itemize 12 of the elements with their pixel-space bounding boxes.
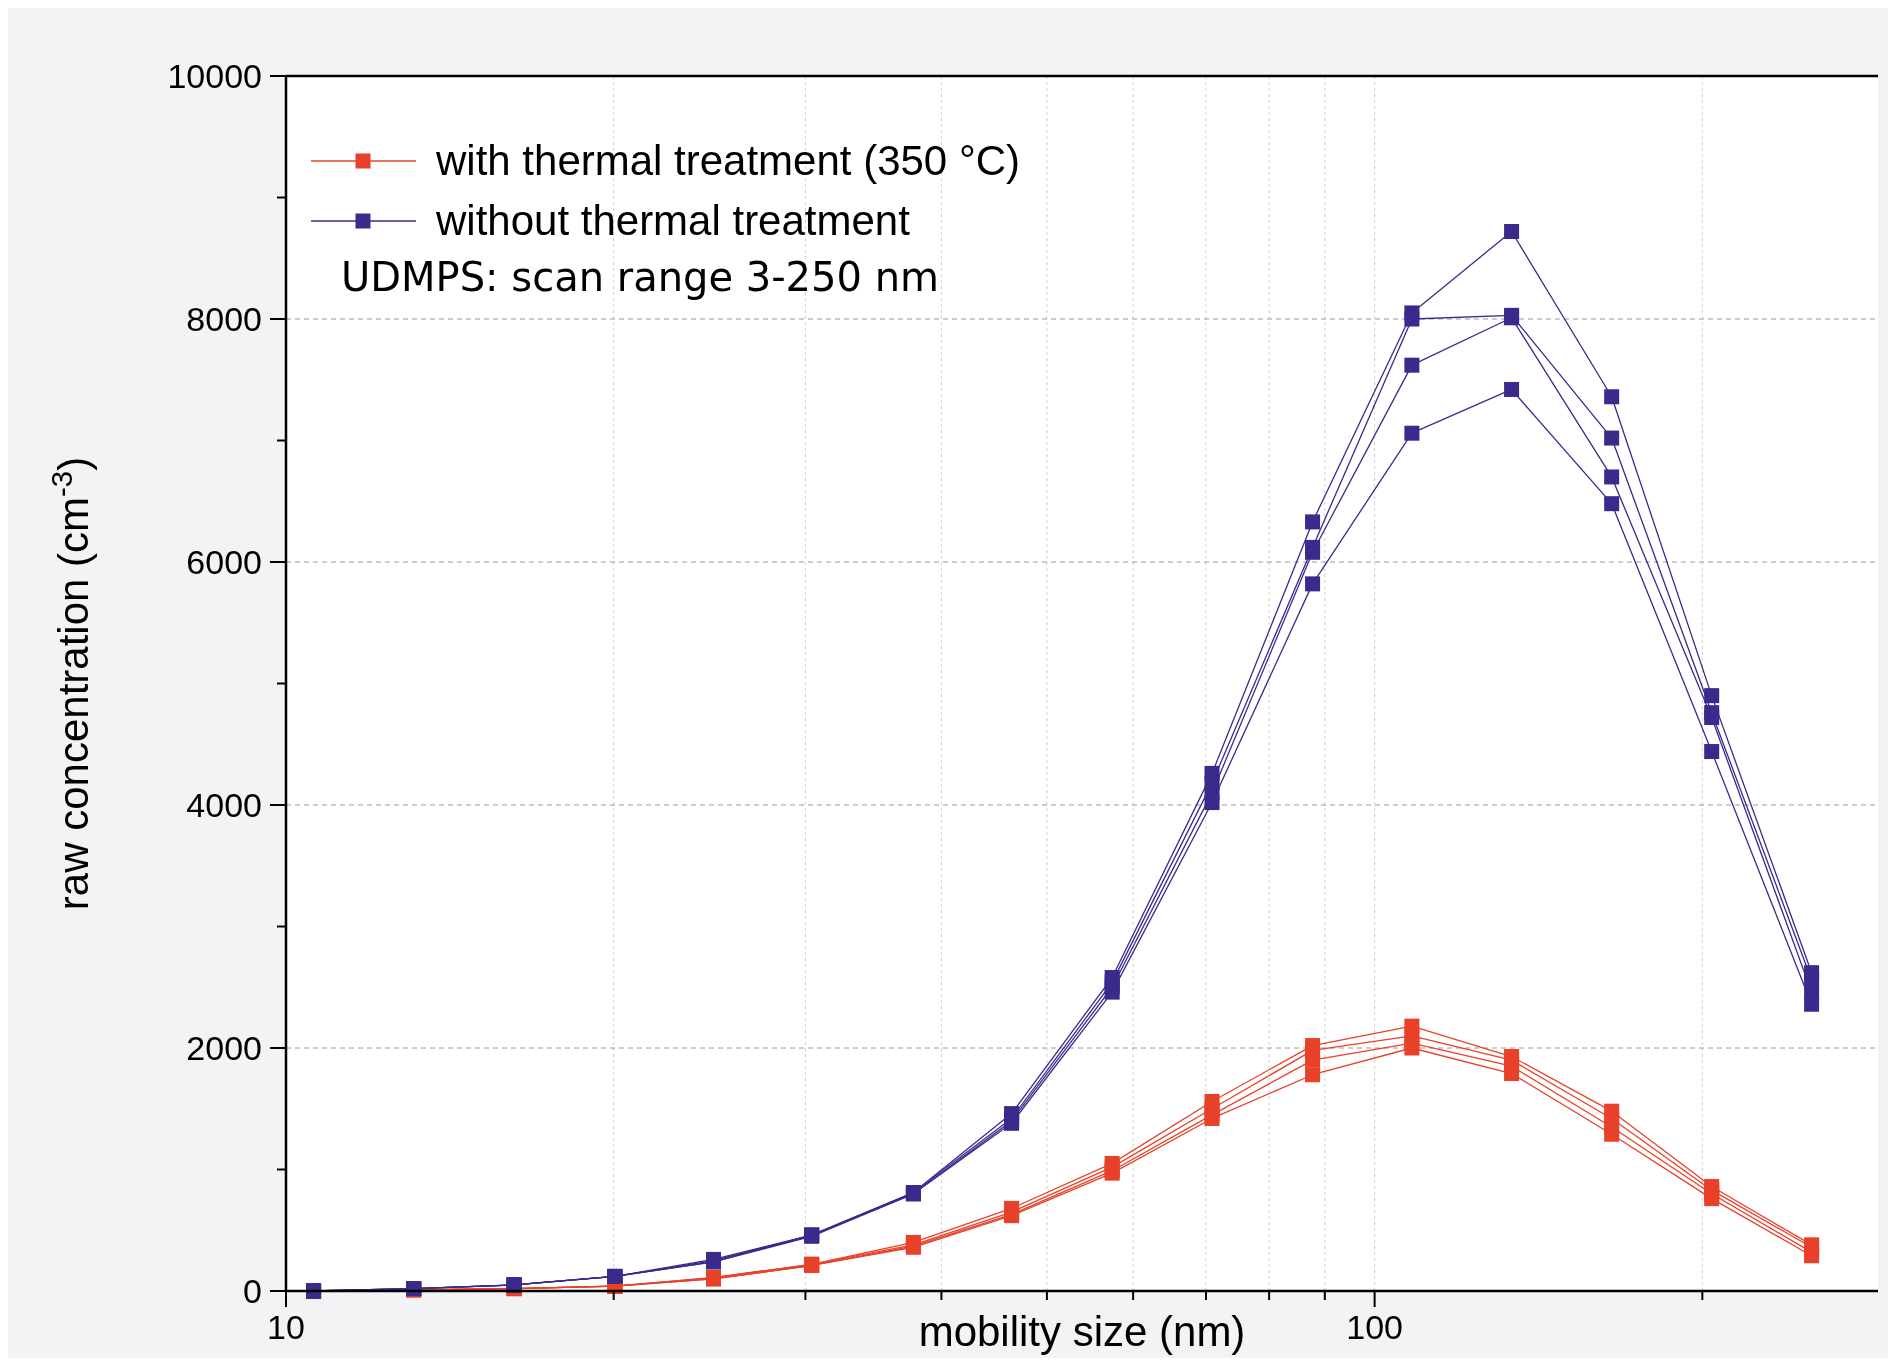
y-tick-label: 8000 bbox=[186, 300, 262, 338]
y-tick-label: 10000 bbox=[167, 57, 262, 95]
y-tick-label: 4000 bbox=[186, 786, 262, 824]
y-tick-label: 0 bbox=[243, 1272, 262, 1310]
y-tick-label: 6000 bbox=[186, 543, 262, 581]
legend-label: without thermal treatment bbox=[435, 197, 911, 244]
x-tick-label: 10 bbox=[267, 1308, 305, 1346]
annotation: UDMPS: scan range 3-250 nm bbox=[341, 254, 939, 300]
x-tick-label: 100 bbox=[1346, 1308, 1403, 1346]
x-axis-title: mobility size (nm) bbox=[918, 1308, 1246, 1355]
legend-label: with thermal treatment (350 °C) bbox=[435, 137, 1021, 184]
y-tick-label: 2000 bbox=[186, 1029, 262, 1067]
